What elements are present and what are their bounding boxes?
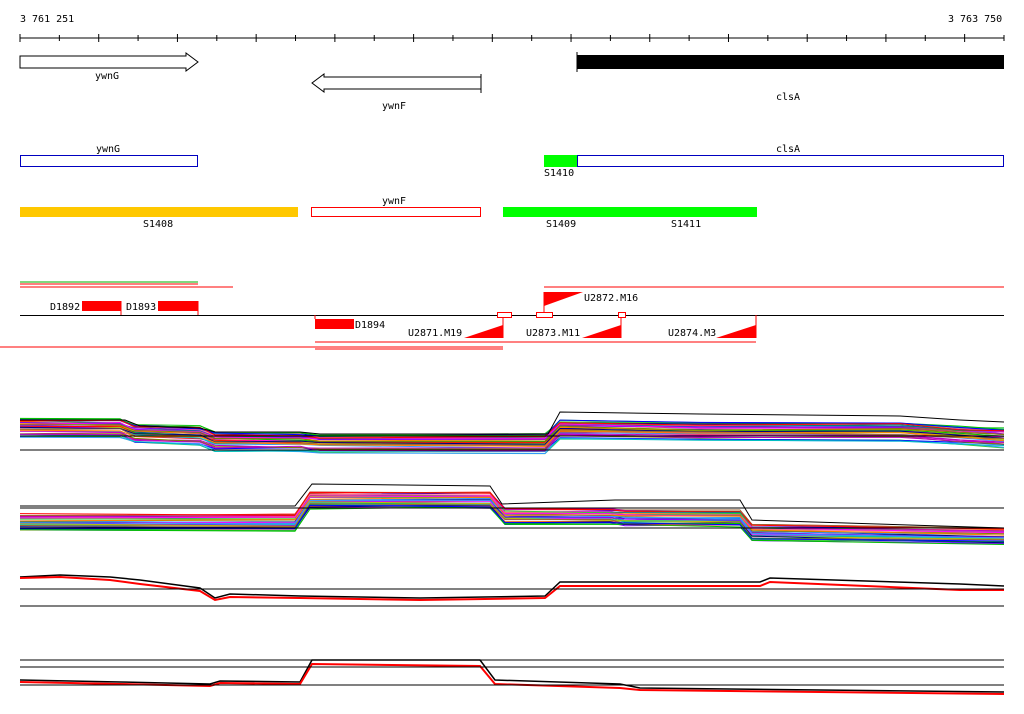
segment-s1409-s1411[interactable] [503, 207, 757, 217]
feature-label-u2872: U2872.M16 [584, 293, 638, 304]
segment-label-s1409: S1409 [546, 219, 576, 230]
feature-u2872[interactable] [544, 292, 583, 306]
profile-line-track1-max [20, 411, 1005, 435]
feature-u2874[interactable] [716, 325, 756, 338]
ruler-start-label: 3 761 251 [20, 14, 74, 25]
segment-track: S1408 ywnF S1409 S1411 [20, 196, 757, 230]
feature-u2873-marker-2 [618, 312, 626, 318]
cds-box-clsA[interactable] [577, 155, 1004, 167]
profile-line-track1 [19, 426, 1005, 445]
feature-label-d1893: D1893 [126, 302, 156, 313]
profile-line-track4-red [19, 662, 1005, 695]
cds-track: ywnG S1410 clsA [20, 144, 1004, 179]
segment-s1408[interactable] [20, 207, 298, 217]
feature-u2873-marker [536, 312, 553, 318]
gene-label-ywnF: ywnF [382, 101, 406, 112]
profile-line-track4-black [19, 659, 1005, 693]
feature-label-u2871: U2871.M19 [408, 328, 462, 339]
feature-d1893[interactable] [158, 301, 198, 311]
profile-line-track2 [19, 495, 1005, 534]
profile-line-track1 [19, 424, 1005, 442]
profile-line-track2 [19, 496, 1005, 536]
expression-profiles [19, 411, 1005, 695]
profile-line-track1 [19, 424, 1005, 441]
feature-label-u2873: U2873.M11 [526, 328, 580, 339]
gene-label-clsA: clsA [776, 92, 800, 103]
profile-line-track1 [19, 434, 1005, 453]
profile-line-track1 [19, 419, 1005, 439]
cds-box-ywnG[interactable] [20, 155, 198, 167]
ruler-ticks [19, 34, 1005, 42]
feature-u2871[interactable] [464, 325, 503, 338]
profile-line-track2 [19, 491, 1005, 530]
profile-line-track1 [19, 429, 1005, 447]
feature-label-d1894: D1894 [355, 320, 385, 331]
feature-u2871-marker [497, 312, 512, 318]
cds-label-s1410: S1410 [544, 168, 574, 179]
feature-label-u2874: U2874.M3 [668, 328, 716, 339]
profile-line-track2 [19, 506, 1005, 545]
feature-d1894[interactable] [315, 319, 354, 329]
gene-bar-clsA[interactable] [577, 55, 1004, 69]
gene-arrow-ywnG[interactable] [19, 52, 199, 72]
ruler-end-label: 3 763 750 [948, 14, 1002, 25]
segment-label-s1408: S1408 [143, 219, 173, 230]
ruler: 3 761 251 3 763 750 [19, 14, 1005, 42]
segment-label-ywnF: ywnF [382, 196, 406, 207]
profile-line-track2 [19, 503, 1005, 541]
cds-label-ywnG: ywnG [96, 144, 120, 155]
feature-track: D1892 D1893 D1894 U2872.M16 U2871.M19 U2… [0, 281, 1004, 350]
feature-u2873[interactable] [582, 325, 621, 338]
segment-label-s1411: S1411 [671, 219, 701, 230]
profile-line-track2 [19, 499, 1005, 539]
gene-arrow-ywnF[interactable] [311, 73, 482, 93]
cds-box-s1410[interactable] [544, 155, 577, 167]
profile-line-track2-max [20, 483, 1005, 529]
segment-ywnF[interactable] [311, 207, 481, 217]
gene-track: ywnG ywnF clsA [19, 52, 1004, 112]
profile-line-track3-red [19, 575, 1004, 602]
profile-line-track1 [19, 433, 1005, 450]
cds-label-clsA: clsA [776, 144, 800, 155]
profile-line-track3-black [19, 574, 1005, 599]
profile-line-track2 [19, 504, 1005, 542]
gene-label-ywnG: ywnG [95, 71, 119, 82]
feature-d1892[interactable] [82, 301, 121, 311]
feature-label-d1892: D1892 [50, 302, 80, 313]
